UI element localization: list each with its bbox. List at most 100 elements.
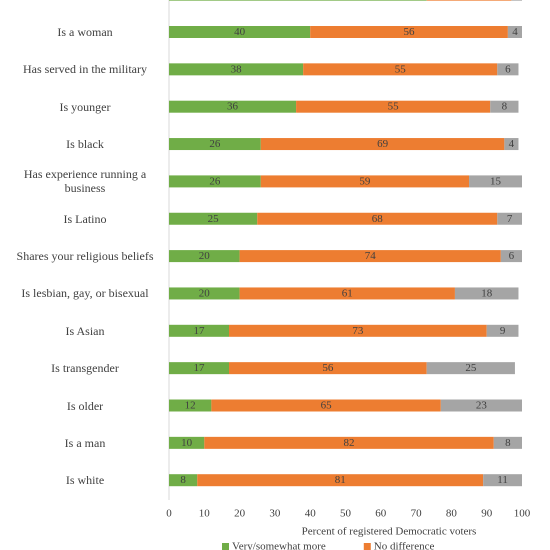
x-tick-label: 50 [340, 508, 352, 520]
bar-segment [197, 474, 484, 487]
bar-segment [204, 436, 494, 449]
bar-segment [440, 399, 522, 412]
bar-segment [507, 26, 522, 38]
data-label: 17 [194, 362, 206, 374]
bar-segment [239, 250, 501, 263]
data-label: 56 [322, 362, 334, 374]
data-label: 6 [509, 250, 515, 262]
data-label: 8 [505, 437, 511, 449]
data-label: 25 [465, 362, 477, 374]
data-label: 10 [181, 437, 193, 449]
bar-segment [169, 399, 212, 412]
x-tick-label: 20 [234, 508, 246, 520]
data-label: 4 [509, 138, 515, 150]
data-label: 8 [180, 474, 186, 486]
bar-segment [169, 175, 261, 188]
x-tick-label: 0 [166, 508, 172, 520]
bar-segment [486, 324, 519, 337]
legend-swatch [363, 543, 371, 550]
bar-segment [426, 0, 512, 1]
data-label: 68 [372, 213, 384, 225]
bar-segment [490, 100, 519, 113]
bar-segment [169, 138, 261, 151]
bar-segment [454, 287, 519, 300]
y-tick-label: Has experience running a business [23, 167, 147, 196]
y-tick-label: Is lesbian, gay, or bisexual [21, 286, 149, 301]
data-label: 81 [335, 474, 346, 486]
data-label: 8 [502, 101, 508, 113]
bar-segment [211, 399, 441, 412]
x-tick-label: 70 [411, 508, 423, 520]
bar-segment [169, 287, 240, 300]
data-label: 65 [321, 400, 333, 412]
y-tick-label: Is black [66, 137, 104, 152]
data-label: 18 [481, 287, 493, 299]
data-label: 20 [199, 287, 211, 299]
data-label: 25 [208, 213, 220, 225]
bar-segment [169, 250, 240, 263]
bar-segment [169, 362, 230, 375]
data-label: 73 [352, 325, 364, 337]
bar-segment [229, 362, 427, 375]
data-label: 56 [404, 26, 416, 38]
bar-segment [497, 212, 522, 225]
bar-segment [169, 63, 304, 76]
data-label: 61 [342, 287, 353, 299]
data-label: 55 [395, 63, 407, 75]
data-label: 59 [359, 175, 371, 187]
x-tick-label: 100 [514, 508, 531, 520]
bar-segment [497, 63, 519, 76]
data-label: 38 [231, 63, 243, 75]
bar-segment [169, 0, 427, 1]
x-tick-label: 10 [199, 508, 211, 520]
y-tick-label: Is Asian [65, 323, 105, 338]
bar-segment [310, 26, 508, 38]
y-tick-label: Has served in the military [23, 62, 147, 77]
bar-segment [169, 212, 258, 225]
bar-segment [500, 250, 522, 263]
bar-segment [260, 138, 505, 151]
y-tick-label: office [10, 0, 160, 2]
bar-segment [426, 362, 515, 375]
bar-segment [229, 324, 487, 337]
y-tick-label: Is a woman [57, 25, 113, 39]
legend-label: Very/somewhat more [232, 541, 326, 550]
bar-segment [169, 26, 311, 38]
x-axis-title: Percent of registered Democratic voters [302, 526, 477, 538]
x-tick-label: 40 [305, 508, 317, 520]
bar-segment [260, 175, 470, 188]
data-label: 74 [365, 250, 377, 262]
y-tick-label: Is transgender [51, 361, 119, 376]
y-tick-label: Is Latino [63, 211, 107, 226]
data-label: 69 [377, 138, 389, 150]
bar-segment [303, 63, 498, 76]
x-tick-label: 90 [481, 508, 493, 520]
data-label: 7 [507, 213, 513, 225]
data-label: 6 [505, 63, 511, 75]
data-label: 55 [388, 101, 400, 113]
legend-label: No difference [374, 541, 435, 550]
bar-segment [169, 474, 198, 487]
bar-segment [483, 474, 522, 487]
y-tick-label: Is younger [59, 99, 111, 114]
bar-segment [469, 175, 522, 188]
bar-segment [504, 138, 519, 151]
data-label: 26 [209, 138, 221, 150]
bar-segment [493, 436, 522, 449]
bar-segment [239, 287, 455, 300]
data-label: 23 [476, 400, 488, 412]
data-label: 40 [234, 26, 246, 38]
data-label: 15 [490, 175, 502, 187]
bar-segment [169, 436, 205, 449]
data-label: 11 [497, 474, 508, 486]
bar-segment [169, 100, 297, 113]
bar-segment [257, 212, 498, 225]
data-label: 12 [185, 400, 196, 412]
data-label: 9 [500, 325, 506, 337]
data-label: 82 [344, 437, 355, 449]
legend-swatch [222, 543, 229, 550]
x-tick-label: 60 [375, 508, 387, 520]
y-tick-label: Is white [65, 473, 105, 488]
